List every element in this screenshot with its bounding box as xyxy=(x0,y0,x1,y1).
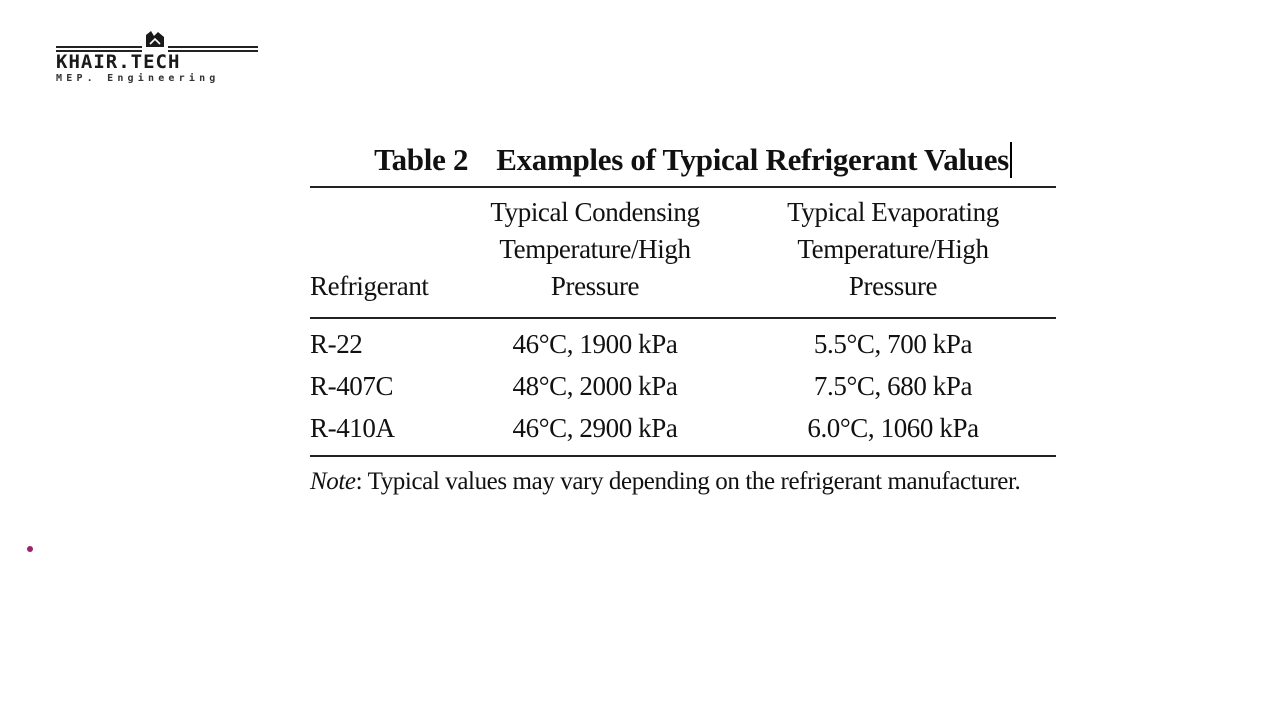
refrigerant-table: Refrigerant Typical Condensing Temperatu… xyxy=(310,188,1056,455)
refrigerant-table-block: Table 2 Examples of Typical Refrigerant V… xyxy=(310,140,1056,499)
table-note-text: : Typical values may vary depending on t… xyxy=(355,468,1021,495)
cell-condensing: 46°C, 2900 kPa xyxy=(512,413,678,443)
table-note: Note: Typical values may vary depending … xyxy=(310,465,1056,499)
logo-emblem-icon xyxy=(146,31,164,47)
header-condensing-line: Temperature/High xyxy=(499,234,691,264)
text-cursor xyxy=(1009,142,1012,178)
table-row: R-22 46°C, 1900 kPa 5.5°C, 700 kPa xyxy=(310,319,1056,365)
header-evaporating-line: Pressure xyxy=(848,271,938,301)
cell-evaporating: 6.0°C, 1060 kPa xyxy=(807,413,979,443)
table-row: R-407C 48°C, 2000 kPa 7.5°C, 680 kPa xyxy=(310,365,1056,407)
table-note-label: Note xyxy=(310,468,356,495)
table-header-row: Refrigerant Typical Condensing Temperatu… xyxy=(310,188,1056,317)
table-bottom-rule xyxy=(310,455,1056,457)
logo-subtitle: MEP. Engineering xyxy=(56,73,220,84)
logo-rule xyxy=(56,50,142,52)
header-refrigerant: Refrigerant xyxy=(310,271,429,301)
table-header-rule xyxy=(310,317,1056,319)
cell-condensing: 48°C, 2000 kPa xyxy=(512,371,678,401)
cell-evaporating: 5.5°C, 700 kPa xyxy=(813,329,973,359)
header-evaporating-line: Typical Evaporating xyxy=(787,197,999,227)
table-top-rule xyxy=(310,186,1056,188)
cell-refrigerant: R-407C xyxy=(310,371,394,401)
company-logo: KHAIR.TECH MEP. Engineering xyxy=(56,30,258,88)
cell-condensing: 46°C, 1900 kPa xyxy=(512,329,678,359)
table-row: R-410A 46°C, 2900 kPa 6.0°C, 1060 kPa xyxy=(310,407,1056,455)
header-condensing: Typical Condensing Temperature/High Pres… xyxy=(460,188,730,317)
table-caption-number: Table 2 xyxy=(374,142,469,177)
logo-rule xyxy=(56,46,142,48)
header-evaporating-line: Temperature/High xyxy=(797,234,989,264)
logo-name: KHAIR.TECH xyxy=(56,51,181,73)
logo-rule xyxy=(168,50,258,52)
header-condensing-line: Pressure xyxy=(550,271,640,301)
cell-evaporating: 7.5°C, 680 kPa xyxy=(813,371,973,401)
cell-refrigerant: R-22 xyxy=(310,329,363,359)
cell-refrigerant: R-410A xyxy=(310,413,395,443)
bullet-dot xyxy=(27,546,33,552)
table-caption: Table 2 Examples of Typical Refrigerant V… xyxy=(310,140,1056,186)
logo-rule xyxy=(168,46,258,48)
header-evaporating: Typical Evaporating Temperature/High Pre… xyxy=(730,188,1056,317)
header-condensing-line: Typical Condensing xyxy=(490,197,700,227)
table-caption-title: Examples of Typical Refrigerant Values xyxy=(496,142,1009,177)
